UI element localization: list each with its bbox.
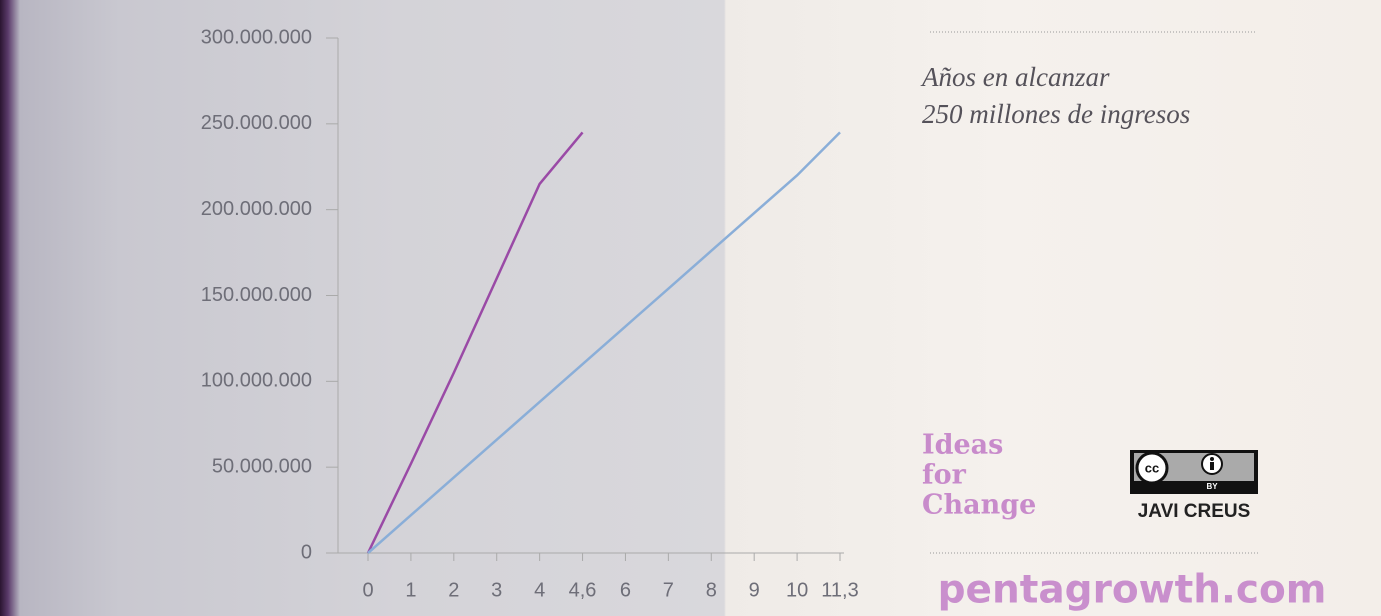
cc-text: cc xyxy=(1145,460,1159,475)
x-tick-label: 4 xyxy=(534,579,545,601)
series-line xyxy=(366,131,584,554)
y-tick-label: 250.000.000 xyxy=(201,112,312,134)
x-tick-label: 9 xyxy=(749,579,760,601)
chart-subtitle: 250 millones de ingresos xyxy=(922,99,1190,129)
x-tick-label: 2 xyxy=(448,579,459,601)
x-tick-label: 8 xyxy=(706,579,717,601)
license-author: JAVI CREUS xyxy=(1138,501,1251,522)
x-tick-label: 3 xyxy=(491,579,502,601)
license-badge: cc BY xyxy=(1130,450,1258,494)
logo-line: for xyxy=(922,460,967,491)
y-tick-label: 150.000.000 xyxy=(201,284,312,306)
website: pentagrowth.com xyxy=(938,568,1327,613)
y-tick-label: 50.000.000 xyxy=(212,455,312,477)
x-tick-label: 6 xyxy=(620,579,631,601)
by-icon-head xyxy=(1210,457,1214,461)
x-tick-label: 0 xyxy=(362,579,373,601)
x-tick-label: 11,3 xyxy=(821,579,858,601)
logo-line: Ideas xyxy=(922,430,1003,461)
chart-title: Años en alcanzar xyxy=(920,62,1110,92)
x-tick-label: 10 xyxy=(786,579,808,601)
y-tick-label: 200.000.000 xyxy=(201,198,312,220)
y-tick-label: 300.000.000 xyxy=(201,26,312,48)
by-text: BY xyxy=(1206,482,1218,491)
by-icon-body xyxy=(1210,462,1214,470)
y-tick-label: 0 xyxy=(301,541,312,563)
x-tick-label: 4,6 xyxy=(569,579,597,601)
x-tick-label: 7 xyxy=(663,579,674,601)
series-line xyxy=(367,131,841,554)
cc-circle xyxy=(1135,451,1169,485)
y-tick-label: 100.000.000 xyxy=(201,370,312,392)
x-tick-label: 1 xyxy=(405,579,416,601)
logo-line: Change xyxy=(922,490,1036,521)
